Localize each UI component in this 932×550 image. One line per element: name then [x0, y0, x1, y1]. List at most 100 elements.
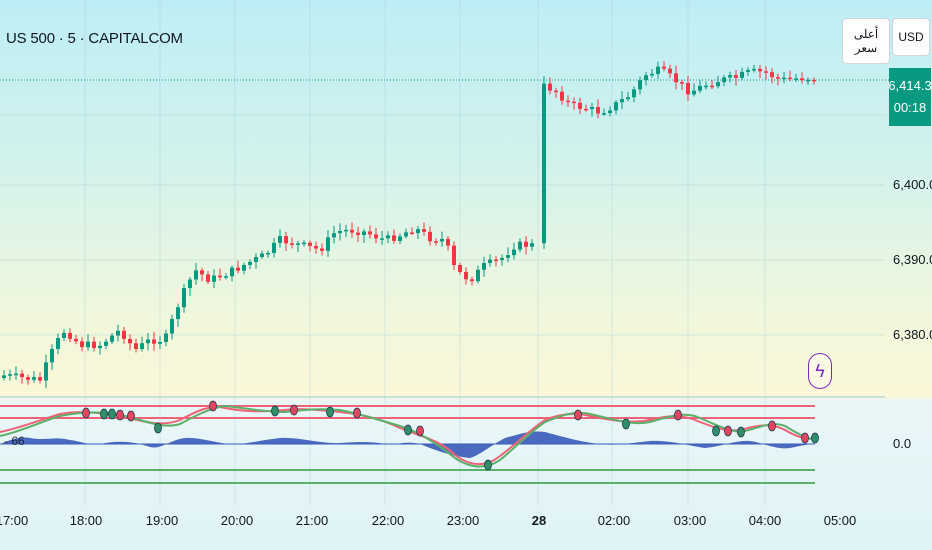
candle-body: [590, 106, 594, 110]
time-axis-label: 28: [531, 513, 547, 528]
price-axis-label: 6,380.0: [893, 327, 932, 342]
current-price-value: 6,414.3: [888, 78, 932, 93]
lightning-icon[interactable]: ϟ: [808, 353, 832, 389]
crossover-marker: [209, 400, 217, 412]
time-axis-label: 21:00: [295, 513, 329, 528]
candle-body: [368, 231, 372, 235]
candle-body: [170, 319, 174, 334]
candle-body: [224, 276, 228, 278]
candle-body: [584, 108, 588, 111]
candle-body: [284, 236, 288, 244]
candle-body: [164, 333, 168, 342]
crossover-marker: [416, 425, 424, 437]
candle-body: [374, 234, 378, 239]
candle-body: [218, 275, 222, 278]
candle-body: [278, 236, 282, 243]
high-price-button[interactable]: أعلى سعر: [842, 18, 890, 64]
candle-body: [758, 68, 762, 72]
candle-body: [182, 288, 186, 308]
candle-body: [188, 279, 192, 289]
candle-body: [704, 85, 708, 88]
symbol-title[interactable]: US 500 · 5 · CAPITALCOM: [6, 30, 183, 47]
candle-body: [338, 231, 342, 234]
candle-body: [560, 91, 564, 101]
candle-body: [38, 377, 42, 381]
candle-body: [380, 238, 384, 240]
crossover-marker: [404, 424, 412, 436]
candle-body: [578, 102, 582, 109]
grid: [0, 0, 885, 505]
candle-body: [68, 332, 72, 339]
candle-body: [692, 90, 696, 95]
crossover-marker: [271, 405, 279, 417]
indicator-label[interactable]: - 66: [4, 434, 25, 448]
candle-body: [722, 77, 726, 83]
candle-body: [626, 97, 630, 100]
candle-body: [254, 257, 258, 262]
candle-body: [404, 232, 408, 237]
currency-button[interactable]: USD: [892, 18, 930, 56]
candle-body: [290, 243, 294, 245]
candle-body: [308, 242, 312, 246]
candle-body: [740, 71, 744, 78]
candle-body: [680, 82, 684, 84]
candle-body: [74, 338, 78, 342]
candle-body: [632, 89, 636, 98]
candle-body: [14, 373, 18, 376]
candle-body: [608, 110, 612, 114]
candle-body: [206, 274, 210, 282]
time-axis-label: 19:00: [145, 513, 179, 528]
crossover-marker: [724, 425, 732, 437]
candle-body: [110, 335, 114, 342]
candle-body: [464, 271, 468, 280]
crossover-marker: [290, 404, 298, 416]
candle-body: [80, 341, 84, 348]
time-axis-label: 20:00: [220, 513, 254, 528]
crossover-marker: [116, 409, 124, 421]
candle-body: [620, 99, 624, 103]
candle-body: [176, 307, 180, 320]
candle-body: [350, 229, 354, 233]
candle-body: [548, 83, 552, 91]
candle-body: [410, 232, 414, 234]
candle-body: [572, 101, 576, 104]
candle-body: [92, 341, 96, 349]
candle-body: [20, 373, 24, 378]
crossover-marker: [108, 408, 116, 420]
crossover-marker: [768, 420, 776, 432]
candle-body: [2, 375, 6, 378]
candle-body: [476, 269, 480, 282]
candle-body: [812, 79, 816, 82]
candle-body: [668, 68, 672, 74]
candle-body: [122, 330, 126, 339]
candle-body: [638, 80, 642, 90]
time-axis-label: 03:00: [673, 513, 707, 528]
candle-body: [260, 253, 264, 258]
crossover-marker: [127, 410, 135, 422]
candle-body: [56, 338, 60, 349]
candle-body: [752, 68, 756, 71]
time-axis-label: 05:00: [823, 513, 857, 528]
candle-body: [332, 233, 336, 238]
crossover-marker: [622, 418, 630, 430]
candle-body: [116, 330, 120, 336]
candle-body: [272, 242, 276, 253]
candle-body: [602, 113, 606, 115]
candle-body: [794, 78, 798, 80]
candle-body: [50, 348, 54, 363]
crossover-marker: [82, 407, 90, 419]
candle-body: [674, 73, 678, 83]
bar-countdown: 00:18: [893, 100, 927, 115]
candle-body: [212, 275, 216, 282]
candle-body: [644, 75, 648, 81]
candle-body: [104, 341, 108, 346]
crossover-marker: [574, 409, 582, 421]
price-candles: [2, 60, 816, 389]
candle-body: [236, 267, 240, 271]
crossover-marker: [484, 459, 492, 471]
candle-body: [98, 345, 102, 349]
candle-body: [362, 231, 366, 235]
candle-body: [716, 82, 720, 87]
candle-body: [320, 248, 324, 251]
